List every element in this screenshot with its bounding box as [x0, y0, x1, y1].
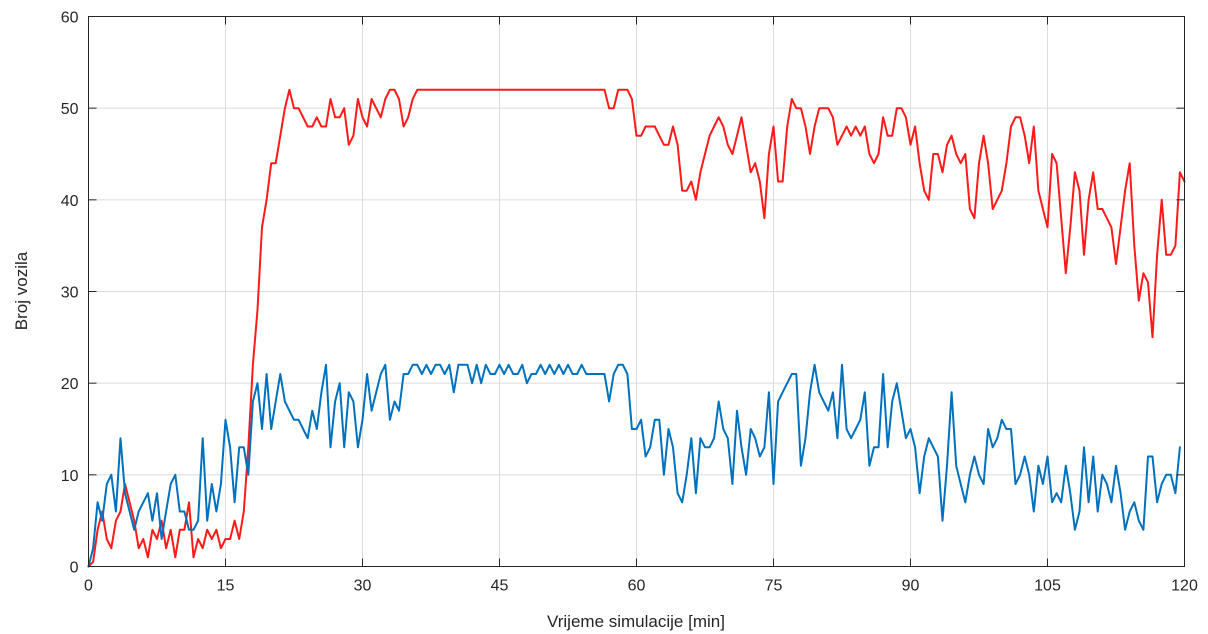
y-tick-label: 20	[61, 376, 79, 393]
x-axis-label: Vrijeme simulacije [min]	[547, 612, 725, 631]
x-tick-label: 90	[902, 578, 920, 595]
x-tick-label: 75	[765, 578, 783, 595]
series-line-2	[87, 363, 1181, 568]
x-tick-label: 105	[1034, 578, 1061, 595]
y-tick-label: 30	[61, 285, 79, 302]
x-tick-label: 120	[1171, 578, 1198, 595]
grid-lines	[88, 16, 1185, 567]
x-tick-label: 60	[628, 578, 646, 595]
x-tick-label: 15	[217, 578, 235, 595]
y-axis-label: Broj vozila	[12, 251, 31, 330]
axis-ticks: 0 15 30 45 60 75 90 105 120 0 10 20 30 40 50 60	[61, 10, 1198, 595]
y-tick-label: 50	[61, 101, 79, 118]
x-tick-label: 30	[354, 578, 372, 595]
x-tick-label: 0	[84, 578, 93, 595]
y-tick-label: 40	[61, 193, 79, 210]
x-tick-label: 45	[491, 578, 509, 595]
y-tick-label: 10	[61, 468, 79, 485]
y-tick-label: 0	[70, 560, 79, 577]
series-group	[87, 88, 1186, 568]
y-tick-label: 60	[61, 10, 79, 27]
series-line-1	[87, 88, 1186, 568]
